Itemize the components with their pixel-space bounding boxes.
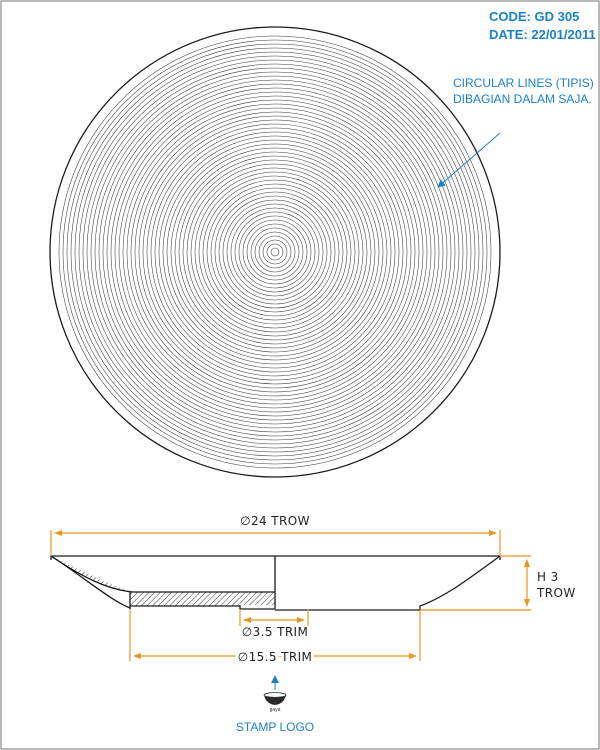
plate-side-view: [50, 555, 501, 611]
circular-lines: [58, 35, 492, 469]
circular-line: [214, 191, 336, 313]
circular-line: [210, 187, 340, 317]
note-line-1: CIRCULAR LINES (TIPIS): [453, 76, 594, 90]
code-label: CODE: GD 305: [489, 9, 579, 24]
circular-line: [250, 227, 300, 277]
circular-line: [74, 51, 476, 453]
circular-line: [158, 135, 392, 369]
circular-line: [66, 43, 484, 461]
circular-line: [114, 91, 436, 413]
circular-line: [134, 111, 416, 393]
height-label-1: H 3: [537, 570, 559, 584]
circular-line: [270, 247, 280, 257]
circular-line: [150, 127, 400, 377]
dim-height: H 3 TROW: [420, 555, 576, 611]
circular-line: [218, 195, 332, 309]
circular-line: [166, 143, 384, 361]
circular-line: [58, 35, 492, 469]
note-leader-arrow: [437, 132, 501, 188]
circular-line: [266, 243, 284, 261]
circular-line: [98, 75, 452, 429]
circular-line: [122, 99, 428, 405]
outer-diameter-label: ∅24 TROW: [240, 514, 310, 528]
plate-outer-rim: [49, 26, 501, 478]
circular-line: [78, 55, 472, 449]
base-left: [130, 605, 275, 610]
circular-line: [190, 167, 360, 337]
circular-line: [70, 47, 480, 457]
circular-line: [246, 223, 304, 281]
circular-line: [198, 175, 352, 329]
circular-line: [222, 199, 328, 305]
circular-line: [174, 151, 376, 353]
circular-line: [226, 203, 324, 301]
dim-inner-trim: ∅3.5 TRIM: [239, 609, 309, 639]
circular-line: [142, 119, 408, 385]
circular-line: [186, 163, 364, 341]
circular-line: [254, 231, 296, 273]
circular-line: [182, 159, 368, 345]
circular-line: [94, 71, 456, 433]
circular-line: [202, 179, 348, 325]
circular-line: [106, 83, 444, 421]
outer-curve-right: [419, 555, 501, 610]
note-line-2: DIBAGIAN DALAM SAJA.: [453, 92, 592, 106]
circular-line: [110, 87, 440, 417]
circular-line: [102, 79, 448, 425]
circular-line: [82, 59, 468, 445]
circular-line: [146, 123, 404, 381]
circular-line: [86, 63, 464, 441]
circular-line: [130, 107, 420, 397]
circular-line: [234, 211, 316, 293]
stamp-label: STAMP LOGO: [236, 720, 314, 734]
dim-outer-diameter: ∅24 TROW: [50, 514, 501, 556]
stamp-logo: gaya STAMP LOGO: [236, 675, 314, 734]
circular-line: [162, 139, 388, 365]
circular-line: [230, 207, 320, 297]
circular-line: [258, 235, 292, 269]
base-trim-label: ∅15.5 TRIM: [238, 650, 313, 664]
circular-line: [62, 39, 488, 465]
circular-line: [238, 215, 312, 289]
inner-trim-label: ∅3.5 TRIM: [242, 625, 309, 639]
circular-line: [126, 103, 424, 401]
circular-line: [206, 183, 344, 321]
date-label: DATE: 22/01/2011: [489, 27, 596, 42]
circular-line: [170, 147, 380, 357]
circular-line: [154, 131, 396, 373]
circular-line: [138, 115, 412, 389]
plate-top-view: [49, 26, 501, 478]
section-hatch: [51, 556, 275, 606]
height-label-2: TROW: [536, 586, 576, 600]
circular-line: [90, 67, 460, 437]
circular-line: [194, 171, 356, 333]
circular-line: [242, 219, 308, 285]
circular-line: [118, 95, 432, 409]
circular-line: [178, 155, 372, 349]
circular-line: [262, 239, 288, 265]
inner-profile-left: [50, 555, 275, 593]
dim-base-trim: ∅15.5 TRIM: [129, 609, 421, 667]
stamp-brand: gaya: [270, 707, 281, 713]
